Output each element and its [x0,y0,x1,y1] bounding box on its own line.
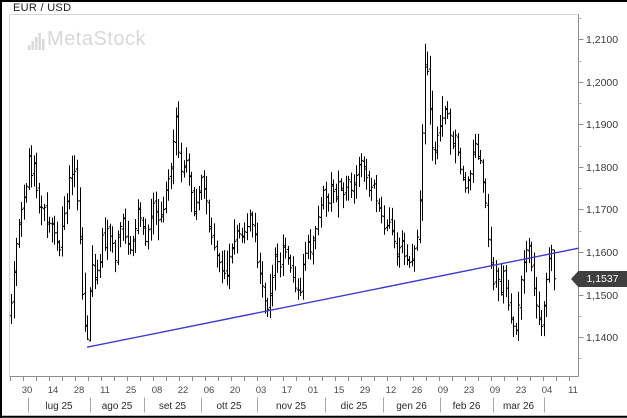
x-day-label: 26 [412,385,423,396]
last-price-badge: 1,1537 [571,271,627,287]
x-day-label: 15 [334,385,345,396]
x-month-label: gen 26 [396,401,427,412]
y-tick-label: 1,1500 [586,290,618,302]
price-bars[interactable] [9,43,557,342]
y-tick-label: 1,1900 [586,119,618,131]
x-day-label: 14 [48,385,59,396]
y-axis: 1,2100 1,2000 1,1900 1,1800 1,1700 1,1600 1,15… [578,18,618,359]
trendline[interactable] [86,247,579,348]
plot-frame [9,14,579,377]
x-day-label: 08 [152,385,163,396]
x-day-label: 23 [464,385,475,396]
x-day-label: 17 [282,385,293,396]
x-day-label: 20 [230,385,241,396]
y-tick-label: 1,2000 [586,77,618,89]
x-day-label: 23 [516,385,527,396]
x-day-label: 06 [204,385,215,396]
x-day-label: 25 [126,385,137,396]
x-month-label: lug 25 [45,401,73,412]
x-day-label: 03 [256,385,267,396]
x-day-label: 04 [542,385,553,396]
x-month-label: ago 25 [102,401,133,412]
y-tick-label: 1,1700 [586,204,618,216]
y-tick-label: 1,1600 [586,247,618,259]
last-price-value: 1,1537 [586,273,619,285]
x-day-label: 09 [438,385,449,396]
x-day-label: 12 [386,385,397,396]
x-day-label: 30 [22,385,33,396]
page-title: EUR / USD [13,2,72,14]
y-tick-label: 1,1400 [586,332,618,344]
x-month-label: ott 25 [216,401,241,412]
x-axis: 30 14 28 11 25 08 22 06 20 03 17 01 15 29 12 26 09 23 09 23… [10,376,578,413]
x-day-label: 28 [74,385,85,396]
x-day-label: 22 [178,385,189,396]
x-day-label: 09 [490,385,501,396]
x-month-label: feb 26 [453,401,481,412]
x-day-label: 29 [360,385,371,396]
y-tick-label: 1,1800 [586,162,618,174]
x-month-label: dic 25 [341,401,368,412]
x-month-label: nov 25 [276,401,306,412]
x-day-label: 11 [568,385,578,396]
y-tick-label: 1,2100 [586,34,618,46]
x-month-label: mar 26 [503,401,535,412]
x-day-label: 11 [100,385,110,396]
x-day-label: 01 [308,385,319,396]
x-month-label: set 25 [159,401,187,412]
